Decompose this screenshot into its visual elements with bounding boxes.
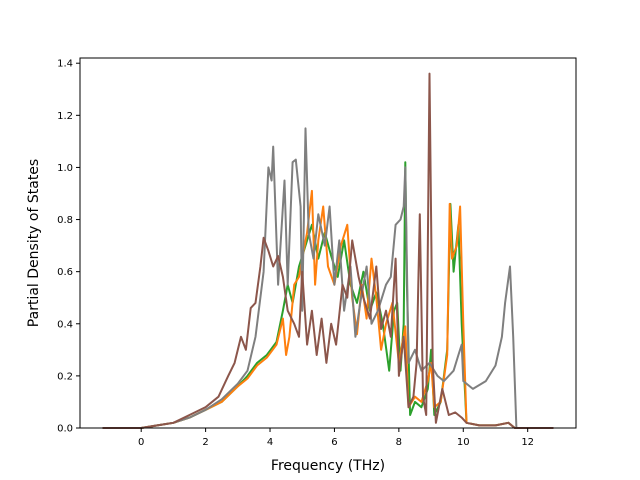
y-axis-label: Partial Density of States (26, 159, 42, 327)
x-tick-label: 6 (331, 437, 337, 448)
y-tick-label: 0.0 (57, 424, 73, 435)
y-tick-label: 0.8 (57, 215, 73, 226)
y-tick-label: 0.4 (57, 319, 73, 330)
plot-frame (79, 57, 577, 429)
x-tick-label: 4 (267, 437, 273, 448)
x-axis-ticks: 0 2 4 6 8 10 12 (138, 428, 534, 448)
y-tick-label: 1.0 (57, 163, 73, 174)
series-line-4 (102, 72, 554, 429)
x-tick-label: 2 (202, 437, 208, 448)
x-axis-label: Frequency (THz) (271, 458, 385, 474)
x-tick-label: 12 (521, 437, 534, 448)
x-tick-label: 8 (396, 437, 402, 448)
y-tick-label: 1.2 (57, 111, 73, 122)
series-line-2 (102, 189, 554, 429)
y-tick-label: 0.2 (57, 371, 73, 382)
y-tick-label: 0.6 (57, 267, 73, 278)
y-tick-label: 1.4 (57, 59, 73, 70)
x-tick-label: 10 (457, 437, 470, 448)
y-axis-ticks: 0.0 0.2 0.4 0.6 0.8 1.0 1.2 1.4 (57, 59, 80, 435)
x-tick-label: 0 (138, 437, 144, 448)
series-layer (102, 72, 554, 429)
